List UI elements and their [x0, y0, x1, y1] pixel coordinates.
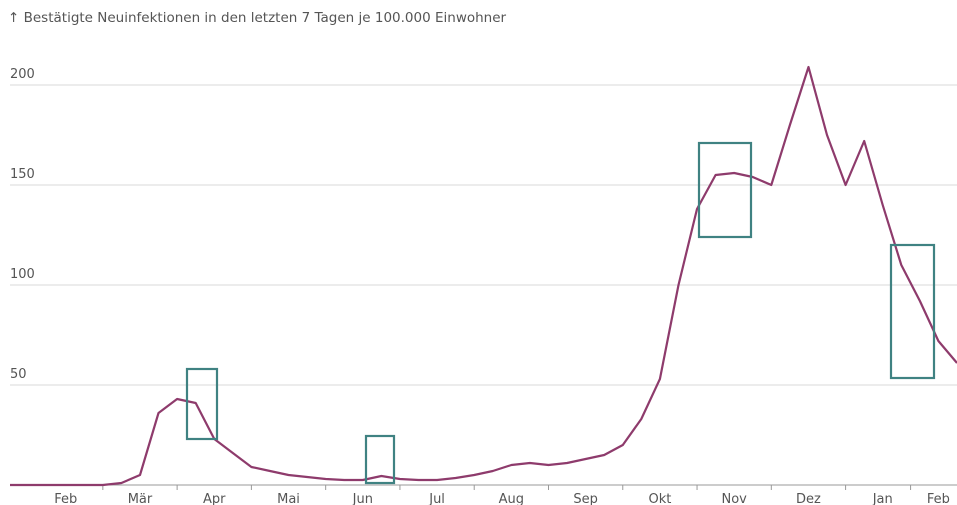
- x-tick-label: Dez: [796, 492, 821, 505]
- highlight-boxes: [185, 141, 936, 485]
- x-tick-label: Jun: [352, 492, 373, 505]
- x-tick-label: Feb: [927, 492, 950, 505]
- y-tick-label: 50: [10, 367, 27, 382]
- highlight-box: [364, 434, 396, 485]
- x-tick-label: Jul: [428, 492, 445, 505]
- x-tick-label: Mär: [128, 492, 153, 505]
- y-tick-label: 150: [10, 167, 35, 182]
- chart-title: ↑ Bestätigte Neuinfektionen in den letzt…: [8, 10, 507, 26]
- highlight-box: [889, 243, 936, 380]
- x-tick-label: Nov: [721, 492, 747, 505]
- x-tick-label: Mai: [277, 492, 300, 505]
- y-tick-label: 200: [10, 67, 35, 82]
- highlight-box: [185, 367, 219, 441]
- x-tick-label: Aug: [499, 492, 524, 505]
- x-tick-label: Okt: [648, 492, 671, 505]
- x-tick-label: Sep: [573, 492, 598, 505]
- x-tick-label: Jan: [872, 492, 893, 505]
- grid: 50 100 150 200: [10, 67, 957, 386]
- line: [10, 65, 957, 487]
- highlight-box: [697, 141, 753, 239]
- plot: Feb Mär Apr Mai Jun Jul Aug Sep Okt Nov Dez Jan Feb: [10, 65, 957, 505]
- x-tick-label: Apr: [203, 492, 226, 505]
- y-tick-label: 100: [10, 267, 35, 282]
- x-tick-label: Feb: [54, 492, 77, 505]
